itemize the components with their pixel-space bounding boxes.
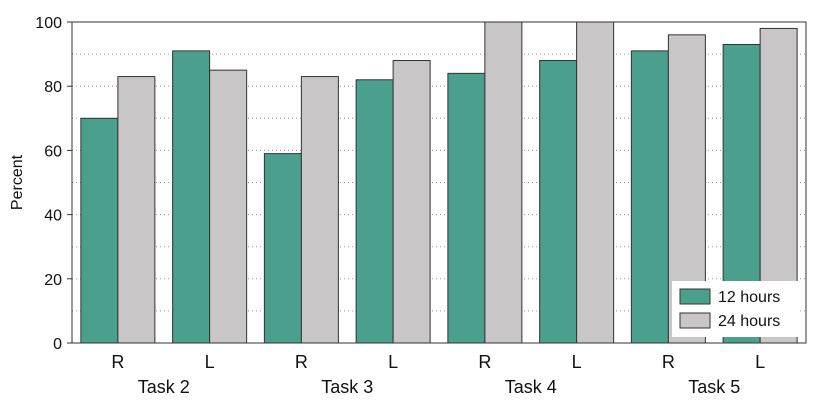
x-category-label: R: [111, 352, 124, 372]
bar-series-2: [209, 69, 248, 344]
bar-series-2: [392, 60, 431, 344]
y-tick-label: 100: [35, 15, 62, 32]
bar-series-1: [80, 117, 119, 344]
bar-series-1: [355, 79, 394, 344]
bar-series-2: [484, 21, 523, 344]
bar-series-1: [263, 153, 302, 344]
bars: [80, 21, 798, 344]
x-category-label: L: [572, 352, 582, 372]
bar-series-1: [630, 50, 669, 344]
legend-label: 12 hours: [718, 289, 780, 306]
bar-series-1: [172, 50, 211, 344]
y-axis-label: Percent: [9, 154, 26, 210]
bar-series-2: [576, 21, 615, 344]
legend-swatch: [679, 312, 711, 329]
bar-series-1: [447, 72, 486, 344]
plot-frame: [71, 21, 807, 344]
x-category-label: R: [478, 352, 491, 372]
x-group-label: Task 2: [138, 377, 190, 397]
bar-series-1: [539, 60, 578, 344]
bar-series-2: [117, 76, 156, 344]
legend-swatch: [679, 288, 711, 305]
x-group-label: Task 4: [505, 377, 557, 397]
x-group-label: Task 3: [321, 377, 373, 397]
x-group-label: Task 5: [688, 377, 740, 397]
y-tick-label: 60: [44, 143, 62, 160]
x-axis-groups: Task 2 Task 3 Task 4 Task 5: [138, 377, 741, 397]
x-category-label: R: [295, 352, 308, 372]
y-tick-label: 80: [44, 79, 62, 96]
x-category-label: L: [388, 352, 398, 372]
x-category-label: L: [205, 352, 215, 372]
y-axis-ticks: 0 20 40 60 80 100: [35, 15, 72, 353]
x-category-label: L: [755, 352, 765, 372]
y-tick-label: 0: [53, 336, 62, 353]
y-tick-label: 40: [44, 208, 62, 225]
y-tick-label: 20: [44, 272, 62, 289]
legend: 12 hours 24 hours: [672, 281, 798, 337]
x-category-label: R: [662, 352, 675, 372]
legend-label: 24 hours: [718, 313, 780, 330]
bar-series-2: [300, 76, 339, 344]
